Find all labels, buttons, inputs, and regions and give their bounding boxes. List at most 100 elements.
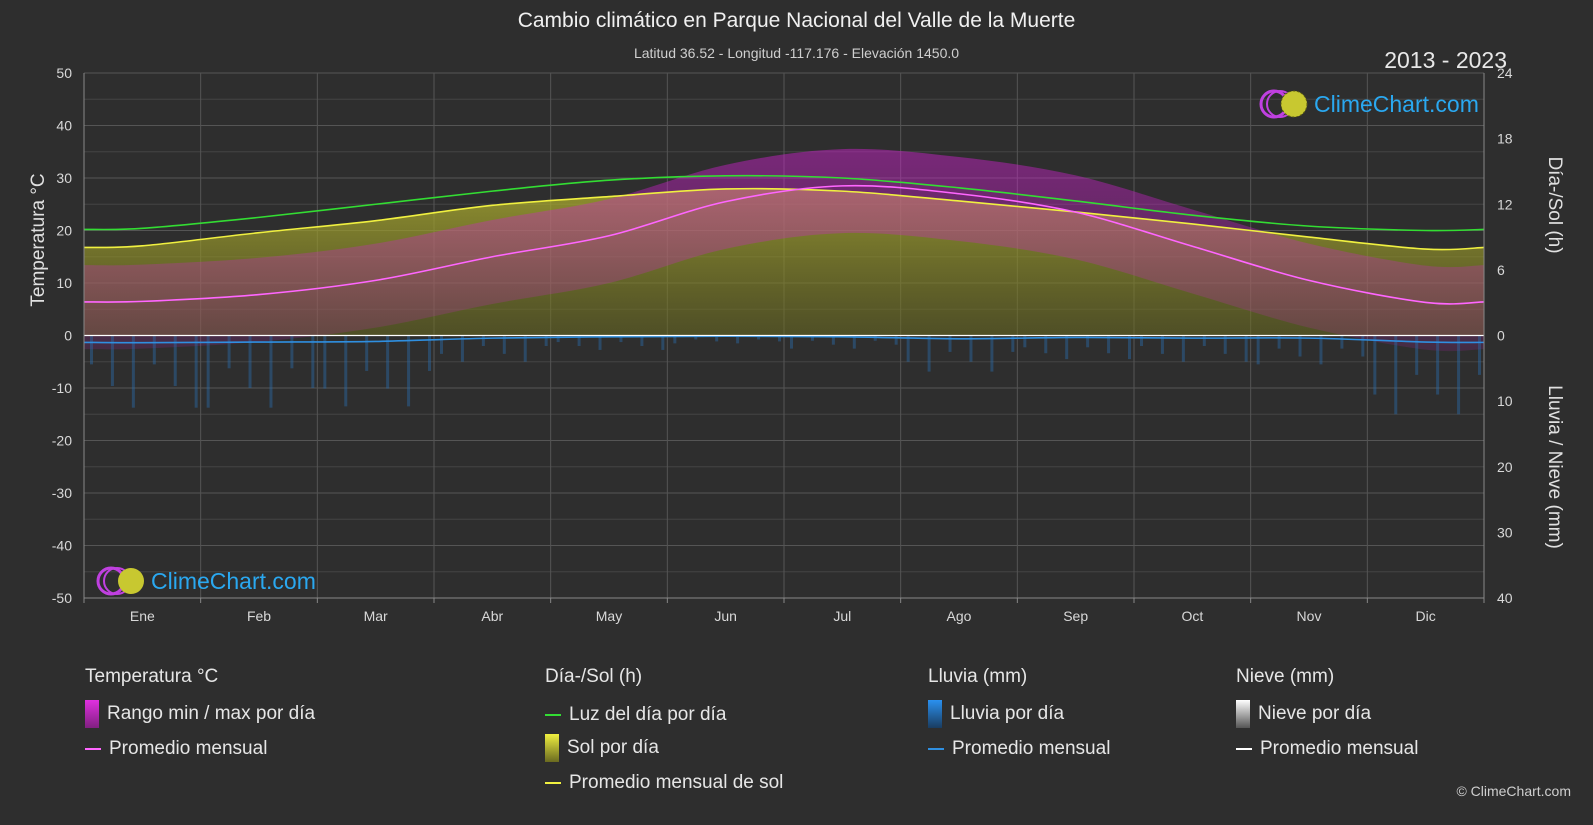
rain-bar: [344, 335, 348, 407]
rain-bar: [1340, 335, 1344, 349]
x-tick-label-month: May: [596, 608, 622, 624]
axes: 50 40 30 20 10 0 -10 -20 -30 -40 -50 24 18 12 6 0 10 20 30…: [52, 65, 1513, 624]
y-tick-label-sun: 24: [1497, 65, 1513, 81]
legend-temperature: Temperatura °C Rango min / max por día P…: [85, 666, 315, 760]
logo-text: ClimeChart.com: [151, 567, 316, 594]
y-tick-label-rain: 20: [1497, 459, 1513, 475]
rain-bar: [173, 335, 177, 387]
y-tick-label-temperature: 40: [56, 118, 72, 134]
rain-bar: [110, 335, 114, 387]
rain-bar: [598, 335, 602, 350]
legend-rain: Lluvia (mm) Lluvia por día Promedio mens…: [928, 666, 1110, 760]
rain-bar: [248, 335, 252, 388]
rain-bar: [715, 335, 719, 342]
year-range: 2013 - 2023: [1384, 47, 1507, 73]
swatch-rain-avg: [928, 748, 944, 750]
y-tick-label-sun: 18: [1497, 131, 1513, 147]
rain-bar: [619, 335, 623, 343]
rain-bar: [1436, 335, 1440, 395]
rain-bar: [428, 335, 431, 371]
y-tick-label-temperature: -30: [52, 485, 72, 501]
rain-bar: [1478, 335, 1481, 375]
legend-label: Promedio mensual: [109, 738, 268, 759]
rain-avg-line: [83, 335, 1485, 344]
y-axis-label-sun: Día-/Sol (h): [1544, 156, 1565, 253]
rain-bar: [1361, 335, 1365, 357]
rain-bar: [906, 335, 910, 362]
rain-bar: [386, 335, 390, 389]
legend-item: Promedio mensual: [928, 738, 1110, 760]
rain-bar: [323, 335, 327, 389]
legend-item: Promedio mensual: [85, 738, 315, 760]
rain-bar: [1086, 335, 1090, 348]
y-tick-label-temperature: 50: [56, 65, 72, 81]
rain-bar: [790, 335, 793, 349]
temperature-avg-line: [83, 184, 1485, 305]
rain-bar: [694, 335, 698, 340]
legend-label: Lluvia por día: [950, 703, 1065, 724]
rain-bar: [556, 335, 560, 343]
rain-bar: [1298, 335, 1302, 357]
legend-snow: Nieve (mm) Nieve por día Promedio mensua…: [1236, 666, 1418, 760]
rain-bar: [852, 335, 856, 349]
legend-header: Nieve (mm): [1236, 666, 1335, 687]
x-tick-label-month: Jul: [833, 608, 851, 624]
rain-bar: [1011, 335, 1015, 352]
y-axis-label-temperature: Temperatura °C: [28, 173, 49, 306]
rain-bar: [1107, 335, 1111, 354]
rain-bar: [1244, 335, 1248, 362]
rain-bar: [757, 335, 761, 340]
rain-bar: [810, 335, 814, 341]
rain-bar: [440, 335, 443, 354]
logo-bottom[interactable]: ClimeChart.com: [95, 565, 316, 597]
x-tick-label-month: Abr: [481, 608, 503, 624]
x-tick-label-month: Mar: [364, 608, 388, 624]
swatch-temp-avg: [85, 748, 101, 750]
rain-bar: [927, 335, 931, 372]
y-tick-label-temperature: -20: [52, 433, 72, 449]
rain-bar: [206, 335, 210, 408]
area-fills: [84, 148, 1484, 415]
legend-item: Lluvia por día: [928, 700, 1110, 728]
chart-title: Cambio climático en Parque Nacional del …: [517, 9, 1076, 32]
logo-text: ClimeChart.com: [1314, 90, 1479, 117]
rain-bar: [661, 335, 665, 350]
swatch-snow: [1236, 700, 1250, 728]
rain-bar: [502, 335, 506, 354]
legend-header: Día-/Sol (h): [545, 666, 643, 687]
legend-label: Luz del día por día: [569, 704, 727, 725]
rain-bar: [1065, 335, 1069, 360]
legend-item: Rango min / max por día: [85, 700, 315, 728]
y-tick-label-temperature: 0: [64, 328, 72, 344]
logo-top[interactable]: ClimeChart.com: [1258, 88, 1479, 120]
climate-chart: 50 40 30 20 10 0 -10 -20 -30 -40 -50 24 18 12 6 0 10 20 30…: [28, 65, 1565, 624]
rain-bar: [948, 335, 952, 352]
y-tick-label-temperature: 20: [56, 223, 72, 239]
rain-bar: [1181, 335, 1185, 362]
legend-item: Nieve por día: [1236, 700, 1418, 728]
x-tick-label-month: Nov: [1297, 608, 1322, 624]
rain-bar: [640, 335, 644, 346]
x-tick-label-month: Dic: [1416, 608, 1436, 624]
swatch-rain: [928, 700, 942, 728]
rain-bar: [894, 335, 898, 345]
series-lines: [83, 174, 1485, 344]
y-tick-label-rain: 30: [1497, 524, 1513, 540]
rain-bar: [460, 335, 464, 362]
rain-bar: [1394, 335, 1398, 415]
rain-bar: [1277, 335, 1281, 349]
y-tick-label-temperature: 30: [56, 170, 72, 186]
y-tick-label-sun: 6: [1497, 262, 1505, 278]
rain-bar: [269, 335, 273, 408]
swatch-sunshine-avg: [545, 782, 561, 784]
y-tick-label-rain: 10: [1497, 393, 1513, 409]
legend-label: Nieve por día: [1258, 703, 1372, 724]
rain-bar: [1202, 335, 1206, 346]
rain-bar: [90, 335, 93, 365]
y-tick-label-temperature: -10: [52, 380, 72, 396]
swatch-temp-range: [85, 700, 99, 728]
legend-header: Lluvia (mm): [928, 666, 1028, 687]
rain-bar: [1457, 335, 1461, 415]
rain-bar: [544, 335, 548, 346]
rain-bar: [1023, 335, 1027, 348]
